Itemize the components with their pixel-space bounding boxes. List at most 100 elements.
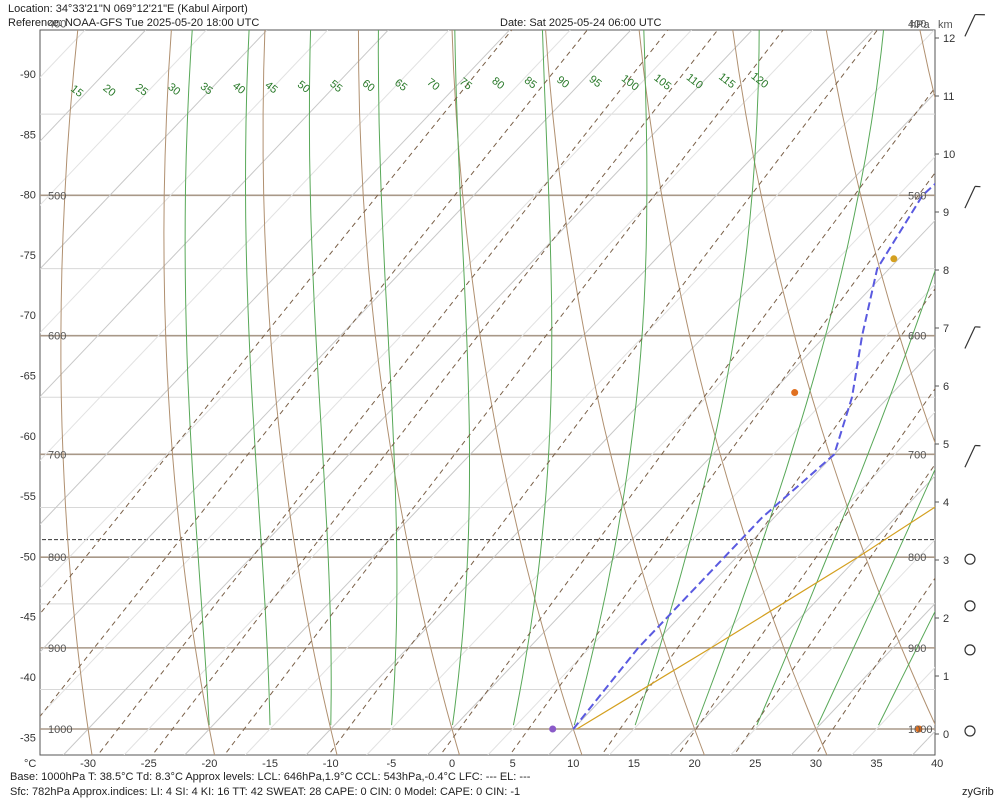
dewpoint-line	[572, 182, 935, 730]
dry-adiabat	[825, 30, 935, 444]
wind-barb-icon	[964, 185, 981, 209]
mixing-ratio-line	[97, 30, 669, 755]
left-temp-label: -40	[20, 672, 36, 684]
isotherm	[40, 30, 268, 270]
isotherm-label: 55	[327, 78, 344, 95]
moist-adiabat	[634, 30, 760, 726]
isotherm	[366, 156, 935, 755]
moist-adiabat	[817, 468, 935, 726]
isotherm	[790, 602, 935, 755]
footer-levels: Base: 1000hPa T: 38.5°C Td: 8.3°C Approx…	[10, 771, 531, 783]
dry-adiabat	[163, 30, 216, 755]
left-temp-label: -35	[20, 732, 36, 744]
pressure-label-right: 700	[908, 449, 926, 461]
isotherm	[40, 30, 207, 206]
isotherm	[40, 30, 571, 589]
dry-adiabat	[638, 30, 828, 755]
plot-frame	[39, 29, 936, 756]
mixing-ratio-line	[327, 30, 879, 755]
barb-half	[975, 185, 981, 188]
height-label: 10	[943, 149, 955, 161]
left-temp-label: -50	[20, 551, 36, 563]
x-tick-label: -15	[262, 758, 278, 770]
x-tick-label: 10	[567, 758, 579, 770]
lcl-marker	[791, 389, 799, 397]
isotherm	[669, 475, 935, 755]
height-label: 1	[943, 671, 949, 683]
isotherm	[40, 30, 632, 653]
isotherm	[40, 30, 328, 334]
pressure-label-left: 400	[48, 18, 66, 30]
pressure-label-right: 900	[908, 643, 926, 655]
isotherm	[244, 30, 935, 755]
height-label: 6	[943, 381, 949, 393]
x-tick-label: -20	[201, 758, 217, 770]
ccl-marker	[890, 255, 898, 263]
moist-adiabat	[377, 30, 398, 726]
isotherm-label: 45	[263, 79, 280, 96]
x-tick-label: -5	[386, 758, 396, 770]
x-tick-label: 40	[931, 758, 943, 770]
barb-half	[975, 326, 981, 328]
isotherm-label: 40	[230, 80, 247, 97]
left-temp-label: -90	[20, 69, 36, 81]
reference-label: Reference: NOAA-GFS Tue 2025-05-20 18:00…	[8, 17, 260, 29]
background-lines	[40, 0, 1000, 767]
height-label: 4	[943, 497, 949, 509]
pressure-label-right: 800	[908, 552, 926, 564]
barb-staff	[964, 186, 976, 209]
dry-adiabat	[545, 30, 705, 755]
pressure-label-left: 600	[48, 331, 66, 343]
dry-adiabat	[942, 0, 1000, 767]
mixing-ratio-line	[677, 387, 935, 755]
location-label: Location: 34°33'21"N 069°12'21"E (Kabul …	[8, 3, 248, 15]
dry-adiabat	[262, 30, 338, 755]
isotherm	[608, 411, 935, 755]
isotherm	[40, 30, 450, 462]
isotherm	[40, 30, 389, 398]
date-label: Date: Sat 2025-05-24 06:00 UTC	[500, 17, 662, 29]
mixing-ratio-line	[151, 30, 719, 755]
dry-adiabat	[732, 30, 935, 726]
x-tick-label: -10	[323, 758, 339, 770]
pressure-label-right: 500	[908, 190, 926, 202]
pressure-axis-label: hPa	[910, 19, 930, 31]
pressure-label-left: 800	[48, 552, 66, 564]
wind-calm-icon	[964, 600, 976, 612]
pressure-label-left: 500	[48, 190, 66, 202]
pressure-label-left: 700	[48, 449, 66, 461]
isotherm-label: 30	[165, 81, 182, 98]
brand-label: zyGrib	[962, 786, 994, 798]
barb-staff	[964, 445, 976, 468]
barb-staff	[964, 14, 976, 37]
x-tick-label: 20	[688, 758, 700, 770]
x-tick-label: 25	[749, 758, 761, 770]
isotherm	[426, 219, 935, 755]
left-temp-label: -45	[20, 612, 36, 624]
left-temp-label: -85	[20, 129, 36, 141]
parcel-line	[576, 506, 935, 730]
height-label: 8	[943, 265, 949, 277]
dry-adiabat	[357, 30, 460, 755]
x-tick-label: 0	[449, 758, 455, 770]
isotherm-label: 80	[489, 75, 506, 92]
mixing-ratio-line	[509, 172, 935, 755]
mixing-ratio-line	[601, 288, 935, 755]
pressure-label-right: 400	[908, 18, 926, 30]
x-tick-label: 5	[510, 758, 516, 770]
height-label: 9	[943, 207, 949, 219]
isotherm-label: 70	[425, 76, 442, 93]
wind-calm-icon	[964, 644, 976, 656]
sounding-series	[549, 182, 935, 733]
left-temp-label: -65	[20, 371, 36, 383]
surface-temperature-marker	[915, 725, 923, 733]
mixing-ratio-line	[40, 30, 513, 615]
pressure-label-left: 1000	[48, 724, 72, 736]
pressure-label-left: 900	[48, 643, 66, 655]
wind-barb-icon	[964, 13, 985, 37]
height-label: 12	[943, 33, 955, 45]
surface-dewpoint-marker	[549, 725, 557, 733]
dry-adiabat	[451, 30, 583, 755]
isotherm	[487, 283, 935, 755]
